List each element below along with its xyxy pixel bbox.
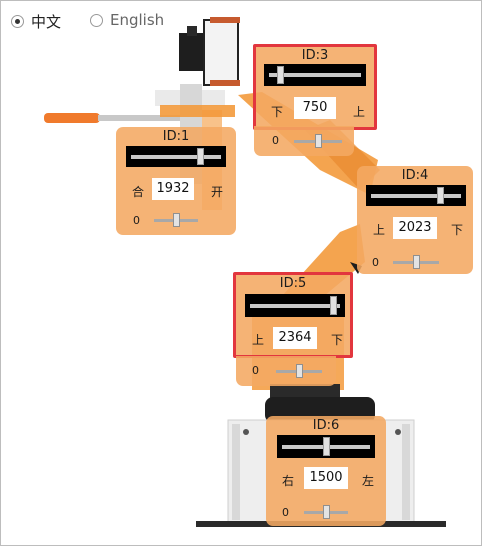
position-slider[interactable] [126,146,226,167]
direction-label-right: 上 [353,105,366,119]
slider-knob[interactable] [197,148,204,165]
servo-value: 2364 [273,327,317,349]
slider-rail [131,154,221,159]
offset-slider[interactable] [393,255,439,269]
servo-value: 1500 [304,467,348,489]
offset-label: 0 [272,134,279,147]
radio-chinese[interactable] [11,15,24,28]
direction-label-left: 下 [271,105,284,119]
servo-id-label: ID:1 [162,129,190,144]
direction-label-right: 下 [451,223,464,237]
offset-label: 0 [372,256,379,269]
selection-highlight [253,44,377,130]
slider-knob[interactable] [437,187,444,204]
offset-slider[interactable] [304,505,348,519]
servo-value: 750 [294,97,336,119]
offset-knob[interactable] [323,505,330,519]
servo-id-label: ID:6 [312,418,340,433]
servo-panel-6: ID:6 右 1500 左 0 [266,416,386,526]
servo-panel-5: ID:5 上 2364 下 [233,272,353,358]
servo-panel-4: ID:4 上 2023 下 0 [357,166,473,274]
position-slider[interactable] [366,185,466,206]
position-slider[interactable] [245,294,345,317]
offset-slider[interactable] [294,134,342,148]
slider-knob[interactable] [323,437,330,456]
selection-highlight [233,272,353,358]
language-label-chinese: 中文 [31,13,62,31]
direction-label-right: 开 [211,185,224,199]
servo-value: 1932 [152,178,194,200]
offset-knob[interactable] [413,255,420,269]
offset-knob[interactable] [173,213,180,227]
offset-label: 0 [252,364,259,377]
offset-slider[interactable] [154,213,198,227]
servo-id-label: ID:3 [301,48,329,63]
servo-panel-3: ID:3 下 750 上 [253,44,377,128]
direction-label-left: 上 [373,223,386,237]
slider-rail [371,193,461,198]
direction-label-right: 下 [331,333,344,347]
language-option-chinese[interactable]: 中文 [11,11,61,32]
offset-knob[interactable] [296,364,303,378]
radio-english[interactable] [90,13,103,27]
direction-label-left: 合 [132,185,145,199]
offset-knob[interactable] [315,134,322,148]
position-slider[interactable] [277,435,375,458]
slider-knob[interactable] [277,66,285,84]
slider-rail [250,303,340,308]
position-slider[interactable] [264,64,366,86]
offset-label: 0 [133,214,140,227]
servo-id-label: ID:4 [401,168,429,183]
servo-offset-row-5: 0 [236,356,336,386]
slider-knob[interactable] [330,296,337,315]
servo-value: 2023 [393,217,437,239]
direction-label-left: 上 [252,333,265,347]
offset-label: 0 [282,506,289,519]
servo-panel-1: ID:1 合 1932 开 0 [116,127,236,235]
language-option-english[interactable]: English [90,11,164,29]
slider-rail [269,73,361,77]
offset-slider[interactable] [276,364,322,378]
servo-offset-row-3: 0 [254,126,354,156]
direction-label-left: 右 [282,474,295,488]
language-label-english: English [110,11,165,29]
servo-id-label: ID:5 [279,276,307,291]
direction-label-right: 左 [362,474,375,488]
